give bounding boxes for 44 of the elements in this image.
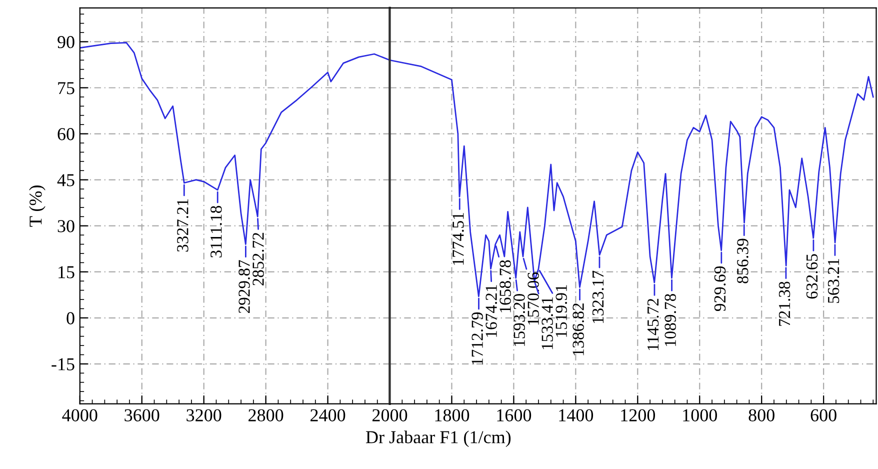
annotation: 563.21: [828, 259, 840, 303]
annotation: 1533.41: [542, 297, 553, 350]
x-tick-label: 800: [748, 409, 774, 422]
annotation: 1674.21: [486, 285, 497, 337]
y-tick-label: 75: [58, 82, 74, 94]
annotation: 1089.78: [664, 294, 676, 346]
y-axis-title: T (%): [29, 186, 46, 227]
x-tick-label: 1800: [435, 409, 470, 422]
y-tick-label: 45: [57, 174, 74, 186]
x-tick-label: 1400: [559, 409, 594, 422]
y-tick-label: 90: [58, 36, 74, 48]
annotation: 856.39: [737, 238, 748, 284]
annotation: 3327.21: [177, 199, 188, 252]
y-tick-label: -15: [52, 358, 74, 370]
x-tick-label: 4000: [62, 409, 98, 422]
y-tick-label: 15: [58, 266, 74, 278]
y-tick-label: 0: [66, 312, 74, 324]
annotation: 632.65: [806, 254, 818, 299]
annotation: 2929.87: [238, 260, 250, 314]
annotation: 1386.82: [572, 303, 584, 356]
annotation: 1712.79: [472, 312, 483, 364]
annotation: 721.38: [778, 282, 790, 326]
annotation: 1323.17: [592, 270, 604, 324]
annotation: 3111.18: [210, 206, 222, 258]
annotation: 1570.06: [528, 272, 539, 325]
x-tick-label: 1600: [497, 409, 532, 422]
annotation: 1774.51: [452, 213, 464, 265]
annotation: 929.69: [714, 266, 726, 312]
annotation: 1519.91: [556, 285, 567, 337]
x-tick-label: 3200: [186, 409, 222, 422]
annotation: 1145.72: [647, 298, 659, 350]
x-tick-label: 1200: [621, 409, 656, 422]
annotation: 1658.78: [500, 260, 511, 312]
x-tick-label: 2800: [248, 409, 284, 422]
x-tick-label: 600: [810, 409, 836, 422]
x-axis-title: Dr Jabaar F1 (1/cm): [366, 430, 511, 447]
x-tick-label: 1000: [683, 409, 717, 422]
x-tick-label: 2400: [310, 409, 346, 422]
x-tick-label: 2000: [372, 409, 408, 422]
x-tick-label: 3600: [124, 409, 160, 422]
annotation: 1593.20: [514, 294, 525, 346]
y-tick-label: 30: [58, 220, 74, 232]
annotation: 2852.72: [252, 232, 264, 286]
y-tick-label: 60: [58, 128, 74, 140]
